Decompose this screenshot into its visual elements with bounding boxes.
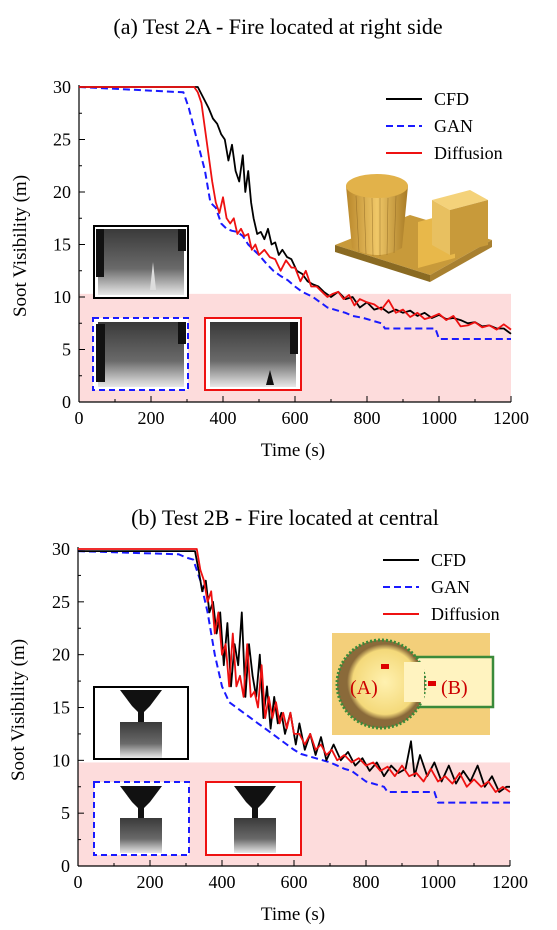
y-tick-label: 20 xyxy=(52,645,70,665)
y-tick-label: 10 xyxy=(52,750,70,770)
chart-a-title: (a) Test 2A - Fire located at right side xyxy=(113,14,442,39)
chart-b-legend: CFD GAN Diffusion xyxy=(383,550,500,624)
y-tick-label: 20 xyxy=(53,182,71,202)
y-tick-label: 0 xyxy=(62,392,71,412)
x-tick-label: 0 xyxy=(74,872,83,892)
legend-label-cfd: CFD xyxy=(434,89,469,109)
chart-b-inset-red-border-image xyxy=(205,781,302,856)
x-tick-label: 400 xyxy=(209,872,236,892)
chart-b-series xyxy=(77,548,511,804)
x-tick-label: 600 xyxy=(281,872,308,892)
chart-b-inset-blue-dashed-border-image xyxy=(93,781,190,856)
y-tick-label: 15 xyxy=(52,698,70,718)
x-tick-label: 1200 xyxy=(493,408,529,428)
chart-a-ylabel: Soot Visibility (m) xyxy=(10,175,31,317)
y-tick-label: 25 xyxy=(53,130,71,150)
floor-plan-label-b: (B) xyxy=(441,677,468,699)
chart-a-xlabel: Time (s) xyxy=(261,440,325,461)
series-line-diffusion xyxy=(78,548,511,793)
chart-a-inset-red-border-image xyxy=(204,317,302,391)
chart-a-inset-blue-dashed-border-image xyxy=(92,317,189,391)
y-tick-label: 5 xyxy=(62,340,71,360)
series-line-diffusion xyxy=(79,86,512,331)
legend-label-cfd: CFD xyxy=(431,550,466,570)
chart-test-2b: (b) Test 2B - Fire located at central xyxy=(8,505,528,925)
chart-a-series xyxy=(78,86,512,340)
series-line-gan xyxy=(78,86,511,340)
x-tick-label: 1000 xyxy=(421,408,457,428)
y-tick-label: 10 xyxy=(53,287,71,307)
series-line-cfd xyxy=(78,550,510,793)
x-tick-label: 800 xyxy=(354,408,381,428)
x-tick-label: 200 xyxy=(138,408,165,428)
series-line-gan xyxy=(77,550,510,804)
legend-label-gan: GAN xyxy=(431,577,470,597)
y-tick-label: 25 xyxy=(52,592,70,612)
chart-test-2a: (a) Test 2A - Fire located at right side xyxy=(10,14,529,461)
x-tick-label: 600 xyxy=(282,408,309,428)
x-tick-label: 400 xyxy=(210,408,237,428)
chart-b-axes: 0 200 400 600 800 1000 1200 0 5 10 15 20 25 30 xyxy=(52,539,528,892)
chart-b-ylabel: Soot Visibility (m) xyxy=(8,639,29,781)
x-tick-label: 1200 xyxy=(492,872,528,892)
legend-label-diffusion: Diffusion xyxy=(431,604,500,624)
legend-label-diffusion: Diffusion xyxy=(434,143,503,163)
x-tick-label: 1000 xyxy=(420,872,456,892)
chart-b-title: (b) Test 2B - Fire located at central xyxy=(131,505,439,530)
y-tick-label: 30 xyxy=(53,77,71,97)
chart-a-inset-3d-building-model xyxy=(335,174,492,282)
x-tick-label: 0 xyxy=(75,408,84,428)
chart-b-inset-black-border-image xyxy=(93,686,189,760)
y-tick-label: 15 xyxy=(53,235,71,255)
chart-b-xlabel: Time (s) xyxy=(261,904,325,925)
y-tick-label: 0 xyxy=(61,856,70,876)
floor-plan-label-a: (A) xyxy=(350,677,378,699)
legend-label-gan: GAN xyxy=(434,116,473,136)
x-tick-label: 800 xyxy=(353,872,380,892)
chart-a-inset-black-border-image xyxy=(93,225,189,299)
chart-a-axes: 0 200 400 600 800 1000 1200 0 5 10 15 20 25 30 xyxy=(53,77,529,428)
x-tick-label: 200 xyxy=(137,872,164,892)
chart-a-legend: CFD GAN Diffusion xyxy=(386,89,503,163)
chart-b-inset-floor-plan: (A) (B) xyxy=(332,633,495,735)
y-tick-label: 30 xyxy=(52,539,70,559)
y-tick-label: 5 xyxy=(61,803,70,823)
